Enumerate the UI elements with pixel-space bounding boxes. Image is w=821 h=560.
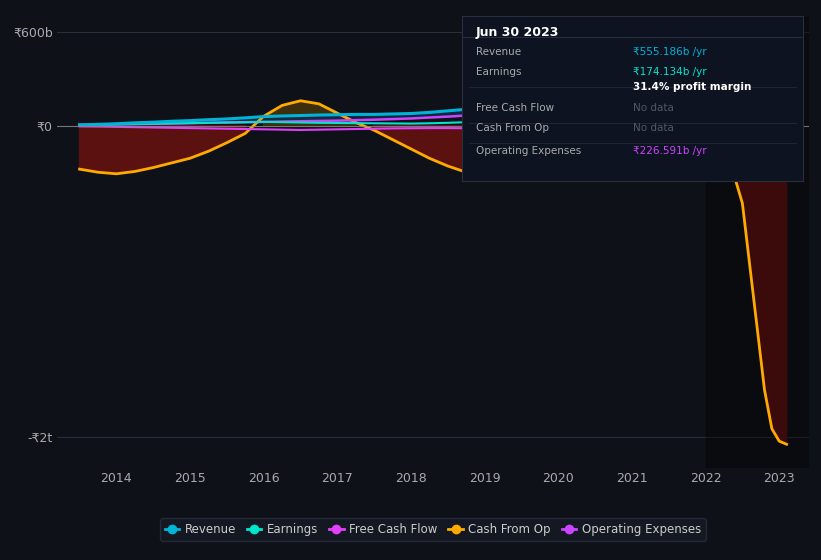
Text: ₹226.591b /yr: ₹226.591b /yr (632, 146, 706, 156)
Bar (705, 17, 816, 468)
Text: ₹174.134b /yr: ₹174.134b /yr (632, 67, 706, 77)
Text: ₹555.186b /yr: ₹555.186b /yr (632, 47, 706, 57)
Text: No data: No data (632, 123, 673, 133)
Text: Free Cash Flow: Free Cash Flow (476, 103, 554, 113)
Text: Operating Expenses: Operating Expenses (476, 146, 581, 156)
Text: Earnings: Earnings (476, 67, 521, 77)
Text: Jun 30 2023: Jun 30 2023 (476, 26, 559, 39)
Text: No data: No data (632, 103, 673, 113)
Text: 31.4% profit margin: 31.4% profit margin (632, 82, 751, 92)
Legend: Revenue, Earnings, Free Cash Flow, Cash From Op, Operating Expenses: Revenue, Earnings, Free Cash Flow, Cash … (160, 518, 706, 540)
Text: Revenue: Revenue (476, 47, 521, 57)
Text: Cash From Op: Cash From Op (476, 123, 549, 133)
